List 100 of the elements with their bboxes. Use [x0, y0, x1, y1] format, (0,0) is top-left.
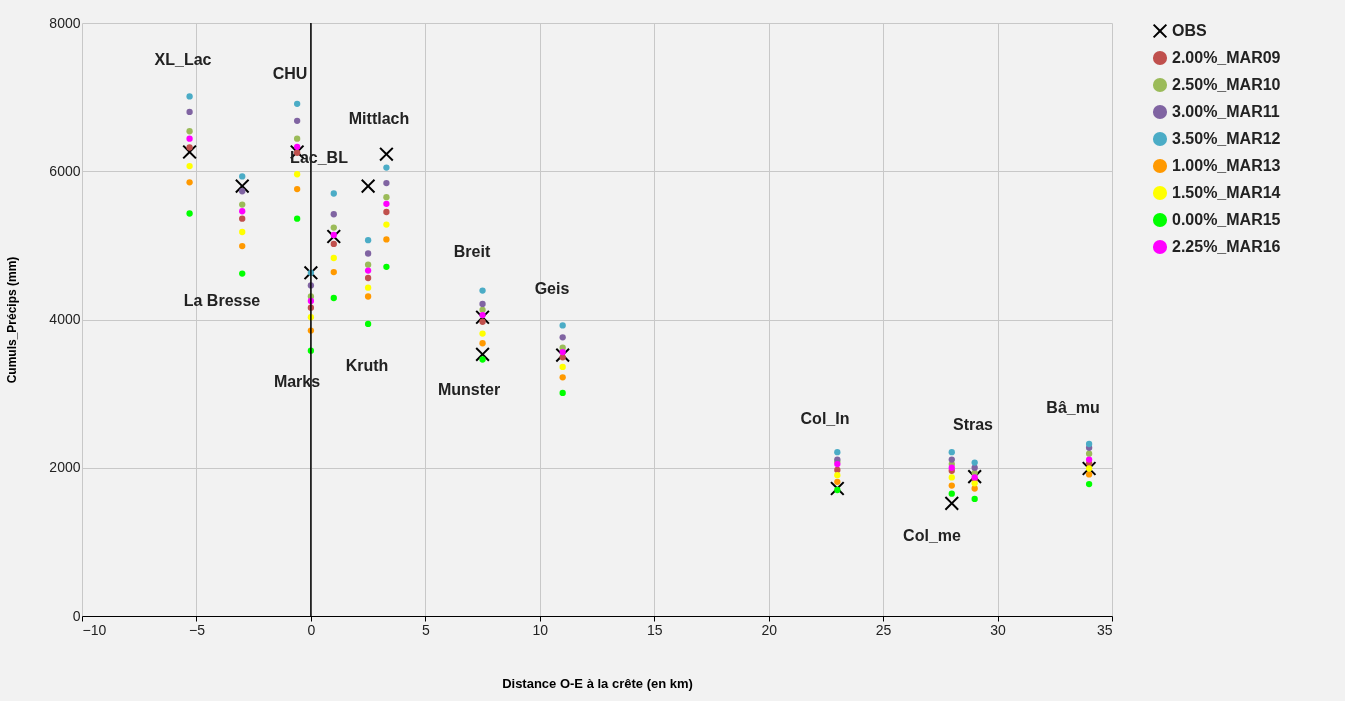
point: [834, 449, 841, 456]
point: [330, 294, 337, 302]
point: [239, 173, 246, 180]
x-tick-label: 20: [761, 621, 778, 638]
point: [186, 179, 193, 186]
point: [330, 190, 337, 197]
point: [364, 250, 372, 257]
point: [186, 144, 193, 151]
y-tick-label: 6000: [49, 162, 81, 179]
x-tick-label: −10: [82, 621, 107, 638]
point: [948, 482, 955, 489]
point: [364, 237, 372, 244]
legend-label: 3.00%_MAR11: [1172, 103, 1280, 120]
point: [1085, 450, 1093, 457]
annotation: Col_In: [800, 410, 850, 427]
point: [559, 363, 566, 371]
x-tick-label: 5: [421, 621, 430, 638]
y-tick-label: 2000: [49, 459, 81, 476]
annotation: Breit: [453, 243, 491, 260]
point: [186, 135, 193, 142]
point: [383, 194, 390, 201]
point: [330, 211, 337, 218]
point: [479, 318, 486, 325]
x-tick-label: 0: [307, 621, 316, 638]
point: [479, 306, 486, 314]
point: [383, 263, 390, 271]
legend-label: 2.25%_MAR16: [1172, 238, 1281, 255]
point: [948, 456, 955, 463]
point: [364, 284, 372, 291]
point: [293, 171, 301, 178]
annotation: XL_Lac: [154, 51, 212, 68]
point: [944, 496, 959, 511]
legend-label: 2.00%_MAR09: [1172, 49, 1281, 66]
y-axis-title: Cumuls_Précips (mm): [5, 256, 20, 384]
point: [235, 179, 250, 194]
point: [475, 347, 490, 362]
point: [834, 466, 841, 474]
point: [364, 274, 372, 282]
legend-label: 3.50%_MAR12: [1172, 130, 1281, 147]
point: [293, 143, 301, 150]
point: [383, 236, 390, 243]
point: [364, 267, 372, 274]
point: [293, 185, 301, 193]
point: [330, 254, 337, 262]
point: [364, 293, 372, 300]
point: [383, 164, 390, 171]
point: [330, 240, 337, 248]
point: [559, 389, 566, 397]
point: [383, 208, 390, 216]
point: [293, 100, 301, 107]
x-tick-label: 15: [646, 621, 663, 638]
point: [971, 459, 978, 466]
point: [383, 200, 390, 208]
point: [971, 480, 978, 487]
point: [364, 320, 372, 328]
point: [479, 330, 486, 337]
point: [1085, 456, 1093, 463]
point: [361, 179, 376, 194]
point: [559, 334, 566, 341]
x-tick-label: 35: [1096, 621, 1113, 638]
point: [186, 93, 193, 100]
point: [971, 495, 978, 503]
annotation: Munster: [437, 381, 501, 398]
point: [479, 340, 486, 347]
point: [1085, 440, 1093, 448]
annotation: Col_me: [903, 527, 961, 544]
point: [239, 208, 246, 215]
point: [948, 490, 955, 497]
point: [330, 268, 337, 276]
point: [1085, 480, 1093, 488]
point: [383, 221, 390, 228]
x-tick-label: −5: [188, 621, 206, 638]
point: [239, 188, 246, 195]
point: [971, 485, 978, 492]
point: [948, 474, 955, 481]
point: [330, 224, 337, 231]
point: [186, 128, 193, 135]
point: [834, 478, 841, 485]
point: [559, 322, 566, 329]
annotation: Kruth: [345, 357, 389, 374]
point: [479, 356, 486, 363]
point: [293, 117, 301, 124]
point: [479, 300, 486, 308]
point: [1085, 471, 1093, 478]
y-tick-label: 4000: [49, 311, 81, 327]
point: [239, 201, 246, 208]
point: [383, 179, 390, 187]
legend-label: 1.50%_MAR14: [1172, 184, 1281, 201]
legend-label: 1.00%_MAR13: [1172, 157, 1281, 174]
point: [364, 261, 372, 268]
annotation: La Bresse: [183, 292, 261, 309]
x-tick-label: 10: [532, 621, 549, 638]
point: [479, 287, 486, 294]
legend-label: 2.50%_MAR10: [1172, 76, 1281, 93]
point: [948, 449, 955, 456]
point: [239, 215, 246, 222]
point: [834, 472, 841, 479]
point: [186, 210, 193, 217]
y-tick-label: 0: [72, 607, 81, 624]
point: [379, 147, 394, 162]
